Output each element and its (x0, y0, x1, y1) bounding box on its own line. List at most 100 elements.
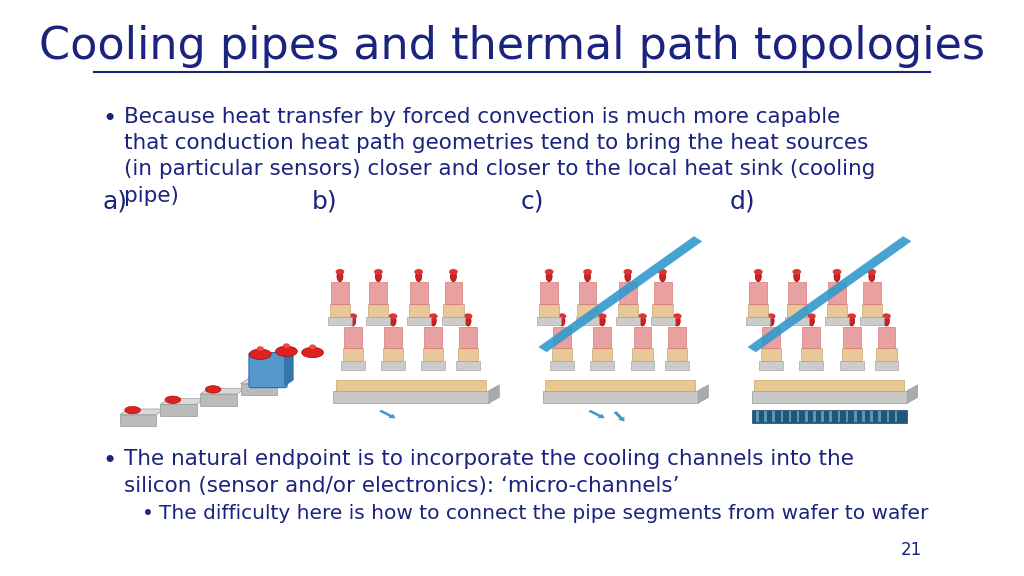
FancyArrow shape (748, 236, 911, 352)
Circle shape (833, 269, 842, 275)
Bar (593, 327, 611, 348)
Bar (813, 411, 816, 422)
Bar (409, 304, 429, 317)
Bar (827, 304, 847, 317)
Circle shape (257, 346, 264, 351)
Circle shape (336, 269, 344, 275)
Bar (652, 304, 673, 317)
Circle shape (754, 269, 763, 275)
Bar (444, 282, 463, 304)
Ellipse shape (625, 271, 631, 282)
Circle shape (584, 269, 592, 275)
Bar (538, 317, 561, 325)
Text: c): c) (521, 189, 544, 213)
Bar (749, 304, 768, 317)
Text: •: • (141, 504, 154, 523)
Bar (553, 327, 570, 348)
FancyArrow shape (798, 410, 814, 418)
Bar (762, 327, 780, 348)
Circle shape (624, 269, 632, 275)
Bar (860, 317, 884, 325)
Bar (410, 282, 428, 304)
Bar (846, 411, 849, 422)
Bar (443, 304, 464, 317)
Circle shape (429, 313, 437, 319)
Text: 21: 21 (900, 541, 922, 559)
Text: The natural endpoint is to incorporate the cooling channels into the
silicon (se: The natural endpoint is to incorporate t… (124, 449, 854, 496)
Bar (550, 361, 573, 370)
Bar (825, 317, 849, 325)
Bar (575, 317, 599, 325)
Ellipse shape (884, 316, 890, 326)
Bar (668, 348, 687, 361)
Bar (441, 317, 465, 325)
Bar (579, 282, 597, 304)
Circle shape (309, 344, 316, 349)
Circle shape (793, 269, 801, 275)
Bar (752, 391, 907, 403)
Circle shape (464, 313, 472, 319)
Bar (381, 361, 404, 370)
Text: The difficulty here is how to connect the pipe segments from wafer to wafer: The difficulty here is how to connect th… (159, 504, 929, 523)
Bar (787, 282, 806, 304)
Bar (423, 348, 443, 361)
Bar (633, 348, 652, 361)
Ellipse shape (834, 271, 840, 282)
Circle shape (450, 269, 458, 275)
Polygon shape (201, 394, 237, 406)
Ellipse shape (337, 271, 343, 282)
Ellipse shape (659, 271, 666, 282)
Ellipse shape (350, 316, 355, 326)
Bar (343, 348, 362, 361)
Circle shape (673, 313, 682, 319)
Ellipse shape (390, 316, 396, 326)
Polygon shape (241, 378, 286, 384)
Polygon shape (160, 399, 206, 404)
Circle shape (807, 313, 816, 319)
Ellipse shape (808, 316, 814, 326)
Polygon shape (285, 348, 293, 386)
Bar (800, 361, 823, 370)
Bar (755, 380, 904, 391)
Bar (458, 348, 478, 361)
Text: Cooling pipes and thermal path topologies: Cooling pipes and thermal path topologie… (39, 25, 985, 67)
Text: a): a) (102, 189, 127, 213)
Bar (870, 411, 872, 422)
Circle shape (558, 313, 566, 319)
Bar (424, 327, 442, 348)
Circle shape (545, 269, 554, 275)
Ellipse shape (275, 346, 297, 357)
Circle shape (867, 269, 877, 275)
Ellipse shape (451, 271, 457, 282)
Bar (843, 327, 860, 348)
Bar (874, 361, 898, 370)
Bar (761, 348, 781, 361)
Ellipse shape (640, 316, 645, 326)
Ellipse shape (756, 271, 761, 282)
Bar (759, 361, 783, 370)
Circle shape (882, 313, 891, 319)
Circle shape (389, 313, 397, 319)
Bar (336, 380, 486, 391)
Ellipse shape (416, 271, 422, 282)
Bar (384, 327, 402, 348)
Circle shape (658, 269, 667, 275)
Bar (797, 411, 800, 422)
Bar (772, 411, 775, 422)
FancyArrow shape (589, 410, 605, 418)
Bar (617, 304, 638, 317)
Text: •: • (102, 107, 117, 131)
Ellipse shape (376, 271, 381, 282)
Ellipse shape (794, 271, 800, 282)
Ellipse shape (599, 316, 605, 326)
Ellipse shape (125, 407, 140, 414)
Bar (828, 282, 846, 304)
Polygon shape (120, 415, 157, 426)
Bar (541, 282, 558, 304)
Circle shape (283, 343, 290, 348)
Ellipse shape (559, 316, 565, 326)
Circle shape (598, 313, 606, 319)
Bar (616, 317, 640, 325)
Bar (578, 304, 598, 317)
Bar (590, 361, 614, 370)
